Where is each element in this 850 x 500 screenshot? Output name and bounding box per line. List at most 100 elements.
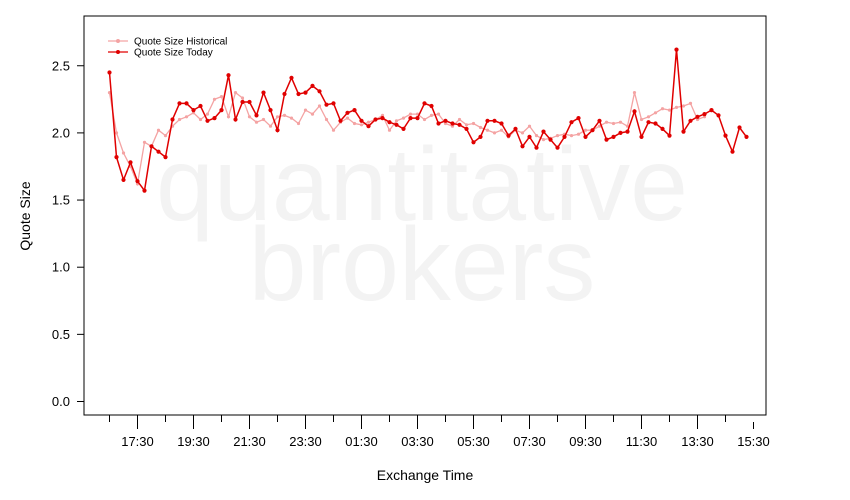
x-tick-label: 11:30 [626, 434, 658, 449]
data-point [205, 118, 210, 123]
data-point [324, 117, 329, 122]
data-point [366, 120, 371, 124]
x-tick-label: 21:30 [233, 434, 266, 449]
data-point [156, 128, 161, 132]
data-point [576, 132, 581, 136]
data-point [310, 112, 315, 116]
data-point [282, 113, 287, 117]
data-point [303, 90, 308, 95]
data-point [520, 131, 525, 135]
data-point [359, 118, 364, 123]
data-point [142, 140, 147, 144]
data-point [653, 121, 658, 126]
data-point [527, 124, 532, 128]
data-point [723, 133, 728, 138]
data-point [205, 112, 210, 116]
series-layer [107, 47, 749, 193]
data-point [212, 97, 217, 101]
data-point [198, 103, 203, 109]
data-point [436, 112, 441, 116]
data-point [436, 121, 441, 126]
data-point [240, 99, 245, 105]
data-point [632, 109, 637, 114]
legend-label-today: Quote Size Today [134, 48, 213, 59]
data-point [268, 108, 273, 113]
data-point [688, 118, 693, 123]
data-point [695, 114, 700, 119]
data-point [646, 120, 651, 125]
data-point [415, 116, 420, 121]
legend-marker-today [116, 50, 120, 54]
data-point [317, 89, 322, 94]
data-point [464, 126, 469, 131]
data-point [233, 117, 238, 122]
data-point [296, 121, 301, 126]
y-tick-label: 1.0 [52, 260, 70, 275]
data-point [611, 134, 616, 139]
series-historical [107, 91, 707, 187]
data-point [541, 129, 546, 134]
data-point [359, 123, 364, 127]
series-today [107, 47, 749, 193]
data-point [604, 120, 609, 124]
y-axis-label: Quote Size [17, 181, 33, 250]
data-point [562, 134, 567, 139]
watermark-line-1: quantitative [156, 127, 688, 243]
data-point [625, 129, 630, 134]
data-point [513, 126, 518, 131]
data-point [569, 120, 574, 125]
data-point [247, 99, 252, 105]
data-point [128, 160, 133, 165]
x-tick-label: 15:30 [737, 434, 770, 449]
x-tick-label: 05:30 [457, 434, 490, 449]
data-point [548, 137, 553, 142]
data-point [646, 115, 651, 119]
data-point [352, 108, 357, 113]
legend-label-historical: Quote Size Historical [134, 37, 227, 48]
data-point [310, 83, 315, 88]
data-point [107, 70, 112, 75]
data-point [226, 115, 231, 119]
y-tick-label: 2.5 [52, 58, 70, 73]
data-point [667, 108, 672, 112]
data-point [478, 125, 483, 130]
data-point [590, 128, 595, 133]
data-point [639, 134, 644, 139]
x-tick-label: 01:30 [345, 434, 378, 449]
data-point [422, 117, 427, 122]
data-point [604, 137, 609, 142]
data-point [289, 75, 294, 80]
y-tick-label: 0.5 [52, 327, 70, 342]
data-point [485, 128, 490, 132]
data-point [219, 95, 224, 99]
y-tick-label: 0.0 [52, 394, 70, 409]
data-point [534, 134, 539, 138]
x-tick-label: 17:30 [121, 434, 154, 449]
data-point [289, 116, 294, 120]
data-point [261, 117, 266, 122]
data-point [457, 117, 462, 122]
data-point [450, 121, 455, 126]
data-point [107, 91, 112, 95]
data-point [380, 116, 385, 121]
data-point [499, 128, 504, 132]
data-point [317, 104, 322, 108]
legend: Quote Size Historical Quote Size Today [108, 37, 227, 59]
watermark: quantitative brokers [156, 127, 688, 323]
data-point [660, 107, 665, 111]
data-point [618, 130, 623, 135]
data-point [331, 101, 336, 106]
data-point [576, 116, 581, 121]
data-point [737, 125, 742, 130]
data-point [163, 155, 168, 160]
data-point [177, 101, 182, 106]
data-point [520, 144, 525, 149]
data-point [401, 126, 406, 131]
data-point [583, 134, 588, 139]
x-tick-label: 09:30 [569, 434, 602, 449]
data-point [408, 116, 413, 121]
data-point [114, 131, 119, 135]
data-point [219, 108, 224, 113]
data-point [429, 103, 434, 109]
data-point [233, 91, 238, 95]
